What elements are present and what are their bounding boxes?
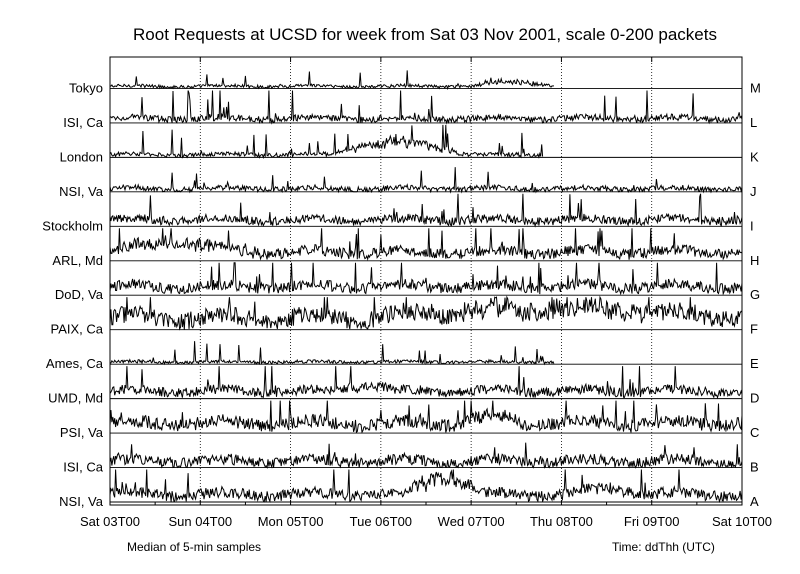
x-tick-label: Sun 04T00 [168, 514, 232, 529]
x-tick-label: Thu 08T00 [530, 514, 593, 529]
row-letter: E [750, 356, 759, 371]
x-tick-label: Sat 03T00 [80, 514, 140, 529]
note-right: Time: ddThh (UTC) [612, 540, 715, 554]
row-label: ISI, Ca [63, 460, 104, 475]
series-line [109, 295, 743, 331]
row-label: PSI, Va [60, 425, 104, 440]
series-line [109, 442, 743, 470]
series-row: DoD, Va G [55, 262, 760, 302]
series-row: Ames, Ca E [46, 341, 759, 371]
row-letter: M [750, 80, 761, 95]
series-line [109, 400, 743, 434]
chart-title: Root Requests at UCSD for week from Sat … [133, 25, 717, 44]
series-line [110, 341, 555, 366]
row-label: NSI, Va [59, 494, 104, 509]
row-label: UMD, Md [48, 391, 103, 406]
series-row: ISI, Ca B [63, 442, 759, 475]
series-row: PSI, Va C [60, 400, 759, 440]
series-line [109, 167, 743, 194]
row-label: London [60, 149, 103, 164]
row-label: PAIX, Ca [50, 322, 103, 337]
row-letter: L [750, 115, 757, 130]
series-row: NSI, Va A [59, 469, 759, 509]
x-tick-label: Mon 05T00 [258, 514, 324, 529]
row-letter: D [750, 391, 759, 406]
series-row: ISI, Ca L [63, 90, 757, 130]
x-tick-label: Fri 09T00 [624, 514, 680, 529]
series-line [109, 469, 743, 504]
series-line [109, 228, 743, 262]
row-label: ARL, Md [52, 253, 103, 268]
row-letter: J [750, 184, 757, 199]
series-line [109, 193, 743, 228]
row-letter: B [750, 460, 759, 475]
row-letter: G [750, 287, 760, 302]
row-label: NSI, Va [59, 184, 104, 199]
row-label: Stockholm [42, 218, 103, 233]
series-row: PAIX, Ca F [50, 295, 758, 337]
row-letter: F [750, 322, 758, 337]
series-row: ARL, Md H [52, 228, 759, 268]
x-tick-label: Wed 07T00 [438, 514, 505, 529]
x-axis-ticks: Sat 03T00 Sun 04T00 Mon 05T00 Tue 06T00 Wed … [80, 57, 772, 529]
row-label: ISI, Ca [63, 115, 104, 130]
row-letter: A [750, 494, 759, 509]
x-tick-label: Tue 06T00 [350, 514, 412, 529]
row-letter: K [750, 149, 759, 164]
series-line [109, 70, 555, 91]
series-line [109, 90, 743, 125]
series-line [109, 366, 743, 400]
row-label: Ames, Ca [46, 356, 104, 371]
row-letter: I [750, 218, 754, 233]
x-tick-label: Sat 10T00 [712, 514, 772, 529]
note-left: Median of 5-min samples [127, 540, 261, 554]
series-row: UMD, Md D [48, 366, 759, 406]
series-line [109, 262, 743, 296]
row-letter: H [750, 253, 759, 268]
series-row: London K [60, 124, 759, 164]
series-row: NSI, Va J [59, 167, 757, 199]
series-line [109, 124, 544, 160]
series-row: Stockholm I [42, 193, 754, 233]
series-row: Tokyo M [69, 70, 761, 95]
row-letter: C [750, 425, 759, 440]
row-label: Tokyo [69, 80, 103, 95]
row-label: DoD, Va [55, 287, 104, 302]
